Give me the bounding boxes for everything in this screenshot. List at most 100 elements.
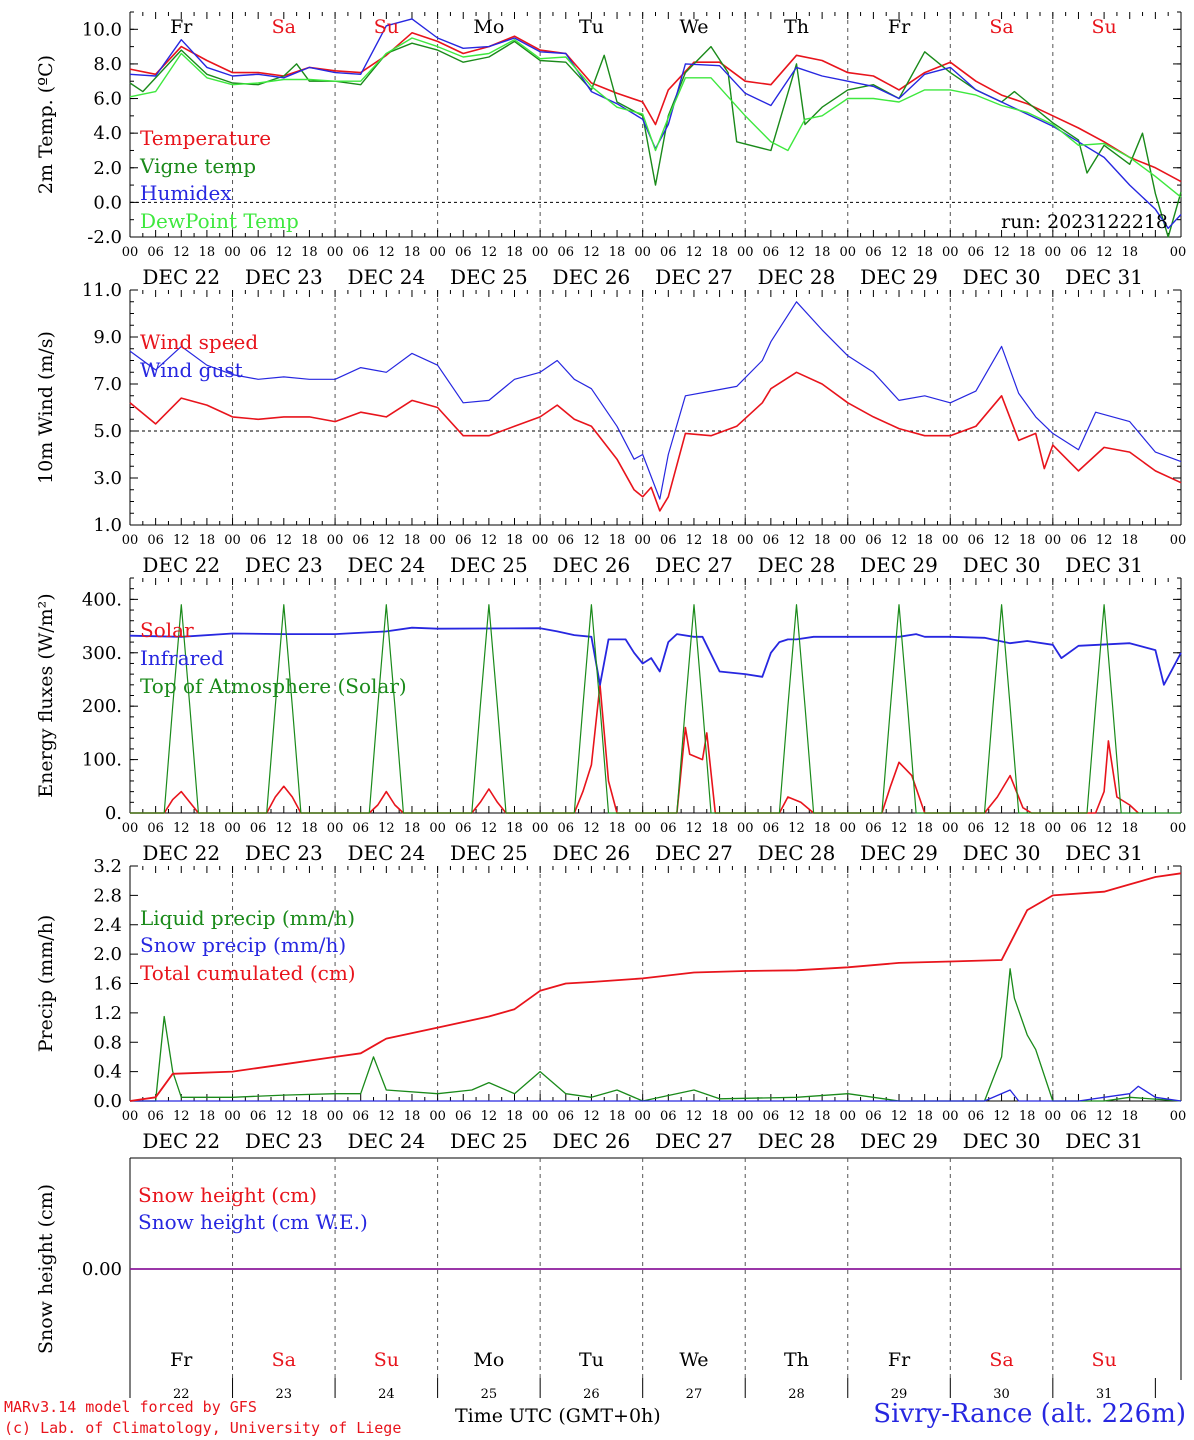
hour-tick-label: 18: [1019, 821, 1036, 836]
weekday-label: Fr: [888, 1349, 911, 1371]
y-axis-label: 10m Wind (m/s): [35, 331, 57, 484]
date-label: DEC 28: [758, 265, 836, 289]
date-label: DEC 24: [347, 265, 425, 289]
hour-tick-label: 12: [1096, 245, 1113, 260]
weekday-label: Mo: [473, 16, 504, 38]
hour-tick-label: 06: [865, 245, 882, 260]
date-label: DEC 24: [347, 841, 425, 865]
day-number-label: 31: [1096, 1387, 1113, 1402]
legend-entry: Liquid precip (mm/h): [140, 906, 355, 930]
hour-tick-label: 12: [378, 245, 395, 260]
weekday-label: Sa: [272, 16, 296, 38]
hour-tick-label: 12: [1096, 1109, 1113, 1124]
hour-tick-label: 12: [993, 821, 1010, 836]
y-axis-label: Precip (mm/h): [35, 915, 57, 1053]
date-label: DEC 23: [245, 265, 323, 289]
legend-entry: Snow precip (mm/h): [140, 933, 346, 957]
run-label: run: 2023122218: [1001, 211, 1168, 233]
hour-tick-label: 00: [634, 245, 651, 260]
date-label: DEC 27: [655, 265, 733, 289]
snow-panel: Fr Sa Su Mo Tu We Th Fr Sa Su 22 23 24 25 26 27 28 29 30 31…: [35, 1157, 1182, 1402]
hour-tick-label: 06: [147, 245, 164, 260]
date-label: DEC 22: [142, 1129, 220, 1153]
hour-tick-label: 00: [942, 1109, 959, 1124]
hour-tick-label: 18: [711, 245, 728, 260]
hour-tick-label: 18: [814, 1109, 831, 1124]
hour-tick-label: 06: [455, 533, 472, 548]
date-label: DEC 26: [553, 553, 631, 577]
hour-tick-label: 06: [968, 245, 985, 260]
hour-tick-label: 18: [301, 821, 318, 836]
hour-tick-label: 00: [737, 533, 754, 548]
date-label: DEC 29: [860, 265, 938, 289]
day-number-label: 29: [891, 1387, 908, 1402]
y-tick-label: 10.0: [82, 19, 122, 40]
hour-tick-label: 06: [250, 245, 267, 260]
hour-tick-label: 18: [814, 245, 831, 260]
hour-tick-label: 12: [173, 821, 190, 836]
hour-tick-label: 18: [506, 1109, 523, 1124]
y-tick-label: 0.00: [82, 1259, 122, 1280]
date-label: DEC 31: [1065, 1129, 1143, 1153]
series-line-snow-precip-mm-h: [130, 1085, 1182, 1102]
hour-tick-label: 06: [763, 1109, 780, 1124]
weekday-label: We: [679, 16, 708, 38]
legend-entry: Snow height (cm W.E.): [138, 1210, 368, 1234]
weekday-label: Sa: [989, 16, 1013, 38]
hour-tick-label: 00: [839, 533, 856, 548]
legend-entry: Solar: [140, 618, 194, 642]
hour-tick-label: 06: [968, 1109, 985, 1124]
hour-tick-label: 06: [558, 245, 575, 260]
hour-tick-label: 12: [481, 245, 498, 260]
hour-tick-label: 00: [429, 533, 446, 548]
legend-entry: Humidex: [140, 181, 232, 205]
weekday-label: Sa: [989, 1349, 1013, 1371]
date-label: DEC 27: [655, 1129, 733, 1153]
hour-tick-label: 12: [481, 533, 498, 548]
hour-tick-label: 18: [1121, 533, 1138, 548]
legend-entry: Wind speed: [140, 330, 258, 354]
hour-tick-label: 06: [660, 245, 677, 260]
y-tick-label: 8.0: [93, 54, 122, 75]
y-tick-label: 100.: [82, 750, 122, 771]
hour-tick-label: 12: [1096, 533, 1113, 548]
weekday-label: Tu: [579, 1349, 604, 1371]
hour-tick-label: 00: [634, 821, 651, 836]
hour-tick-label: 00: [122, 821, 139, 836]
hour-tick-label: 12: [993, 1109, 1010, 1124]
date-label: DEC 31: [1065, 265, 1143, 289]
y-tick-label: 2.4: [93, 915, 122, 936]
y-tick-label: 7.0: [93, 374, 122, 395]
hour-tick-label: 12: [993, 533, 1010, 548]
hour-tick-label: 18: [1121, 245, 1138, 260]
date-label: DEC 24: [347, 553, 425, 577]
hour-tick-label: 12: [583, 245, 600, 260]
hour-tick-label: 00: [942, 821, 959, 836]
date-label: DEC 23: [245, 841, 323, 865]
hour-tick-label: 00: [429, 1109, 446, 1124]
day-number-label: 22: [173, 1387, 190, 1402]
y-tick-label: 6.0: [93, 89, 122, 110]
hour-tick-label: 06: [763, 533, 780, 548]
weekday-label: We: [679, 1349, 708, 1371]
hour-tick-label: 00: [1045, 533, 1062, 548]
weekday-label: Su: [1091, 16, 1116, 38]
hour-tick-label: 00: [839, 821, 856, 836]
hour-tick-label: 06: [147, 1109, 164, 1124]
date-label: DEC 28: [758, 553, 836, 577]
weekday-label: Th: [784, 1349, 809, 1371]
day-number-label: 30: [993, 1387, 1010, 1402]
hour-tick-label: 00: [839, 245, 856, 260]
hour-tick-label: 18: [199, 533, 216, 548]
hour-tick-label: 18: [916, 1109, 933, 1124]
hour-tick-label: 00: [1170, 533, 1187, 548]
hour-tick-label: 06: [763, 821, 780, 836]
hour-tick-label: 00: [839, 1109, 856, 1124]
hour-tick-label: 18: [1019, 245, 1036, 260]
y-tick-label: 2.0: [93, 944, 122, 965]
hour-tick-label: 12: [686, 533, 703, 548]
hour-tick-label: 06: [558, 821, 575, 836]
hour-tick-label: 18: [199, 245, 216, 260]
hour-tick-label: 18: [1121, 821, 1138, 836]
